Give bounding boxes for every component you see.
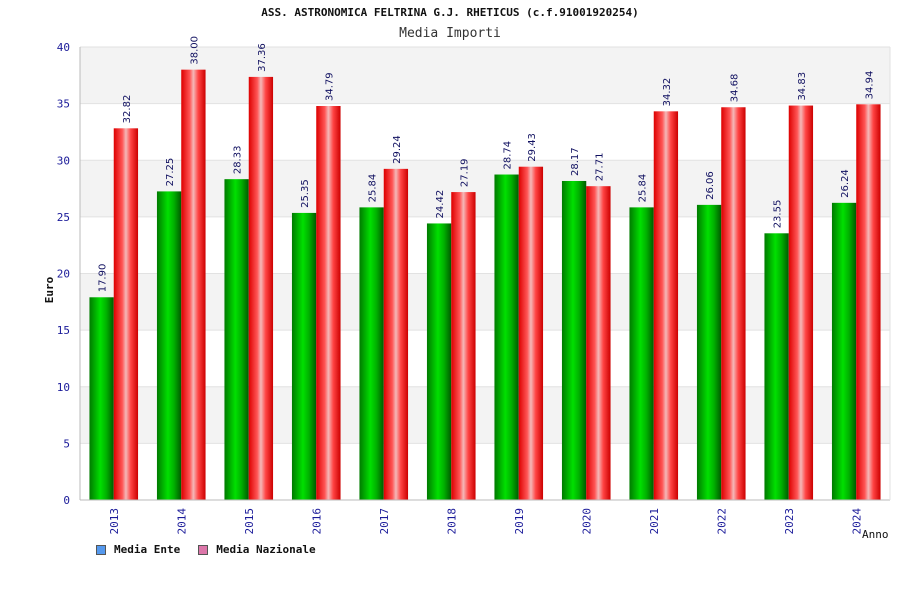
legend-label-media-nazionale: Media Nazionale: [216, 543, 316, 556]
chart-subtitle: Media Importi: [399, 26, 501, 41]
x-tick-label: 2016: [310, 508, 323, 535]
bar-label-media-ente: 27.25: [165, 158, 176, 187]
bar-media-ente: [291, 212, 317, 500]
bar-media-ente: [89, 297, 114, 500]
y-tick-label: 20: [57, 268, 70, 281]
bar-media-ente: [224, 179, 249, 500]
x-tick-label: 2020: [580, 508, 593, 535]
bar-media-nazionale: [181, 69, 206, 501]
bar-media-nazionale: [653, 111, 679, 501]
y-tick-label: 40: [57, 41, 70, 54]
bar-label-media-nazionale: 37.36: [257, 43, 268, 72]
legend-swatch-media-nazionale: [198, 544, 209, 555]
x-tick-label: 2017: [378, 508, 391, 535]
bar-label-media-ente: 25.84: [638, 174, 649, 203]
bar-label-media-ente: 25.84: [368, 174, 379, 203]
y-tick-label: 15: [57, 324, 70, 337]
bar-label-media-ente: 28.33: [233, 146, 244, 175]
bar-label-media-ente: 28.17: [570, 147, 581, 176]
bar-media-ente: [561, 180, 587, 501]
x-tick-label: 2014: [175, 508, 188, 535]
x-tick-label: 2018: [445, 508, 458, 535]
bar-media-ente: [696, 204, 722, 501]
x-tick-label: 2019: [513, 508, 526, 535]
plot-band: [80, 160, 890, 217]
bar-media-nazionale: [788, 105, 814, 501]
bar-media-ente: [629, 207, 654, 500]
bar-media-nazionale: [451, 192, 476, 501]
y-tick-label: 10: [57, 381, 70, 394]
bar-media-nazionale: [316, 106, 341, 501]
bar-media-ente: [494, 174, 519, 500]
bar-label-media-ente: 17.90: [98, 264, 109, 293]
bar-media-nazionale: [383, 168, 409, 500]
bar-label-media-nazionale: 34.83: [797, 72, 808, 101]
y-tick-label: 0: [63, 494, 70, 507]
x-tick-label: 2024: [850, 508, 863, 535]
bar-media-ente: [359, 207, 384, 500]
bar-media-nazionale: [721, 107, 746, 501]
bar-label-media-nazionale: 29.24: [392, 135, 403, 164]
bar-label-media-nazionale: 27.19: [459, 158, 470, 187]
bar-label-media-nazionale: 38.00: [189, 36, 200, 65]
plot-band: [80, 103, 890, 161]
plot-band: [80, 386, 890, 444]
y-tick-label: 35: [57, 98, 70, 111]
bar-media-nazionale: [518, 166, 544, 500]
bar-label-media-ente: 28.74: [503, 141, 514, 170]
bar-label-media-ente: 23.55: [773, 200, 784, 229]
bar-label-media-nazionale: 29.43: [527, 133, 538, 162]
x-tick-label: 2021: [648, 508, 661, 535]
bar-media-ente: [831, 202, 857, 500]
bar-label-media-ente: 26.06: [705, 171, 716, 200]
plot-band: [80, 330, 890, 387]
bar-label-media-nazionale: 34.32: [662, 78, 673, 107]
bar-label-media-nazionale: 34.79: [324, 72, 335, 101]
bar-label-media-ente: 25.35: [300, 179, 311, 208]
bar-label-media-nazionale: 34.68: [729, 74, 740, 103]
y-axis-label: Euro: [43, 276, 56, 303]
x-tick-label: 2015: [243, 508, 256, 535]
bar-label-media-nazionale: 34.94: [864, 71, 875, 100]
plot-band: [80, 443, 890, 500]
y-tick-label: 30: [57, 154, 70, 167]
legend: Media Ente Media Nazionale: [96, 543, 334, 556]
bar-media-nazionale: [113, 128, 139, 500]
bar-media-ente: [426, 223, 452, 501]
bar-media-ente: [156, 191, 182, 501]
y-tick-label: 25: [57, 211, 70, 224]
chart-title: ASS. ASTRONOMICA FELTRINA G.J. RHETICUS …: [261, 6, 639, 19]
bar-media-nazionale: [248, 76, 274, 500]
plot-band: [80, 47, 890, 104]
bar-label-media-nazionale: 27.71: [594, 153, 605, 182]
x-tick-label: 2013: [108, 508, 121, 535]
legend-item-media-ente: Media Ente: [96, 543, 180, 556]
plot-band: [80, 273, 890, 331]
bar-media-ente: [764, 233, 789, 500]
bar-label-media-ente: 26.24: [840, 169, 851, 198]
legend-item-media-nazionale: Media Nazionale: [198, 543, 316, 556]
legend-swatch-media-ente: [96, 544, 106, 555]
plot-band: [80, 216, 890, 274]
x-tick-label: 2023: [783, 508, 796, 535]
x-axis-label: Anno: [862, 528, 889, 541]
bar-media-nazionale: [856, 104, 881, 500]
y-tick-label: 5: [63, 437, 70, 450]
bar-media-nazionale: [586, 186, 611, 500]
x-tick-label: 2022: [715, 508, 728, 535]
legend-label-media-ente: Media Ente: [114, 543, 181, 556]
bar-label-media-ente: 24.42: [435, 190, 446, 219]
bar-label-media-nazionale: 32.82: [122, 95, 133, 124]
